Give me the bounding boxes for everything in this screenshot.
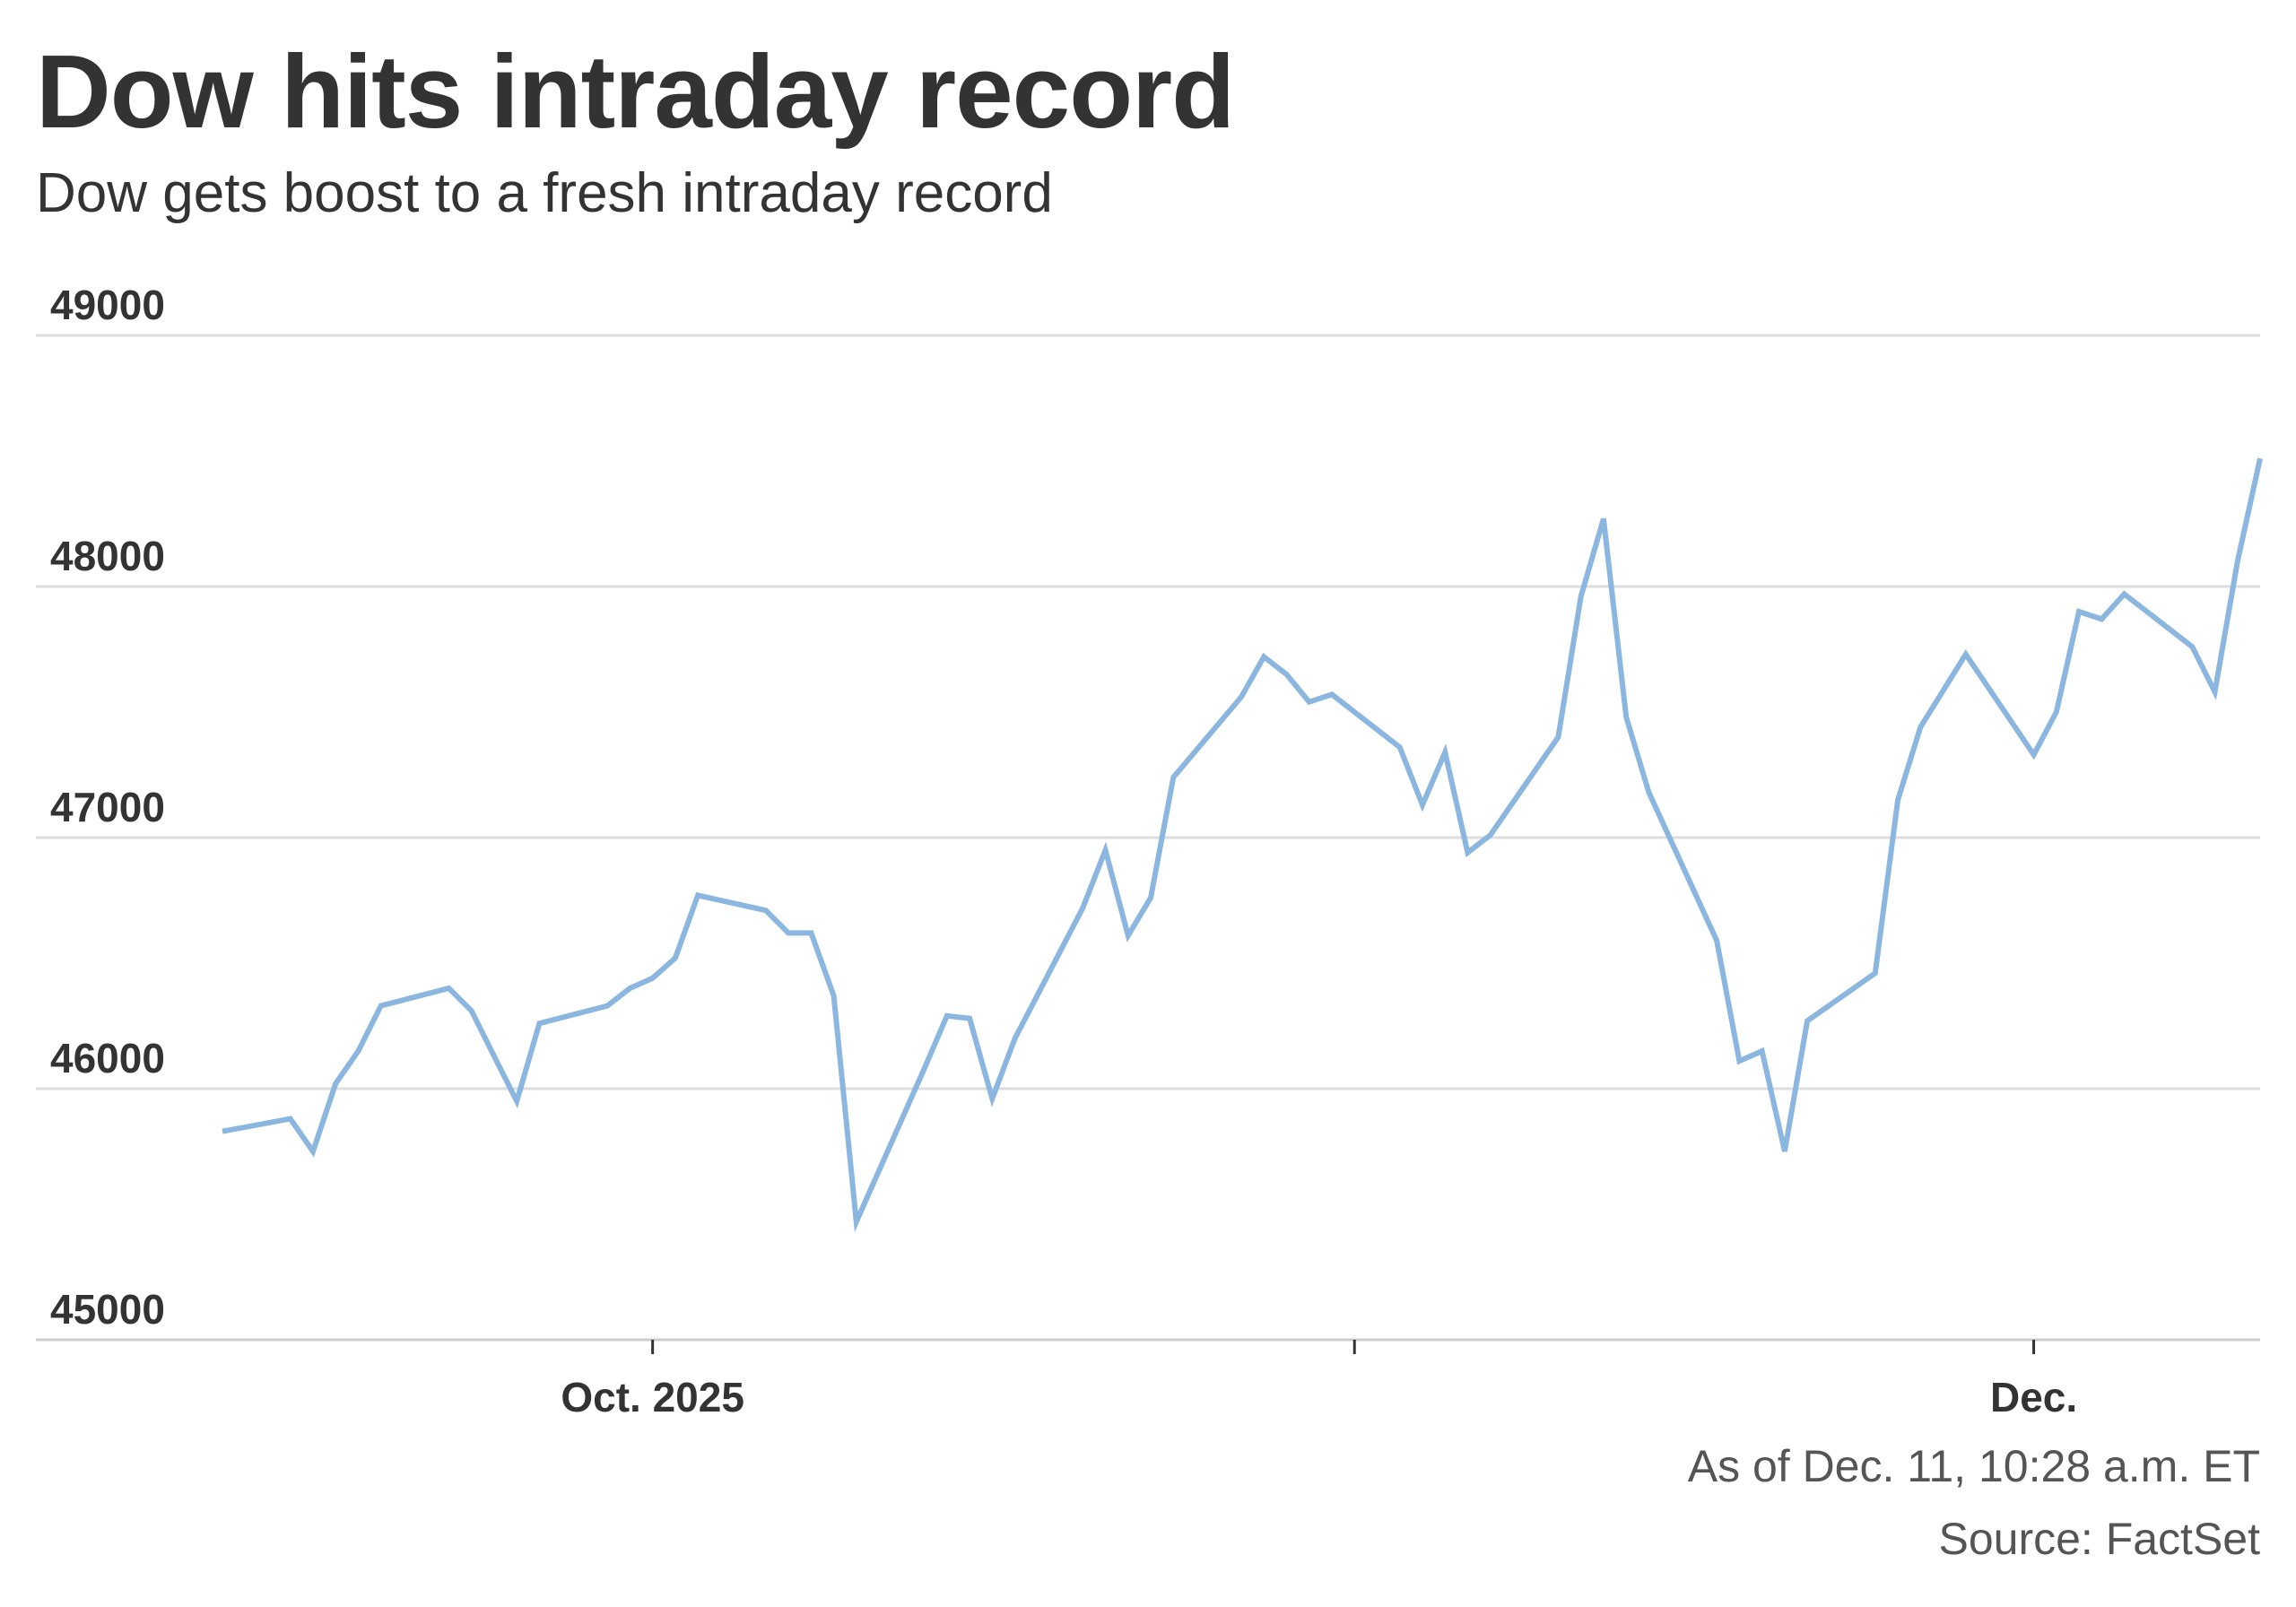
x-axis: Oct. 2025 Dec.: [561, 1340, 2077, 1420]
series-layer: [222, 457, 2263, 1232]
x-tick-label-1: Oct. 2025: [561, 1374, 744, 1420]
chart-title: Dow hits intraday record: [36, 33, 1235, 150]
gridlines: [36, 334, 2260, 1342]
y-tick-label-48000: 48000: [50, 533, 165, 579]
y-axis-labels: 45000 46000 47000 48000 49000: [50, 282, 165, 1333]
y-tick-label-46000: 46000: [50, 1035, 165, 1081]
y-tick-label-47000: 47000: [50, 784, 165, 830]
chart-subtitle: Dow gets boost to a fresh intraday recor…: [36, 162, 1053, 224]
source-note: Source: FactSet: [1938, 1514, 2261, 1564]
y-tick-label-49000: 49000: [50, 282, 165, 328]
series-line-1: [222, 457, 2263, 1232]
y-tick-label-45000: 45000: [50, 1286, 165, 1333]
x-tick-label-3: Dec.: [1990, 1374, 2077, 1420]
as-of-note: As of Dec. 11, 10:28 a.m. ET: [1687, 1441, 2260, 1491]
